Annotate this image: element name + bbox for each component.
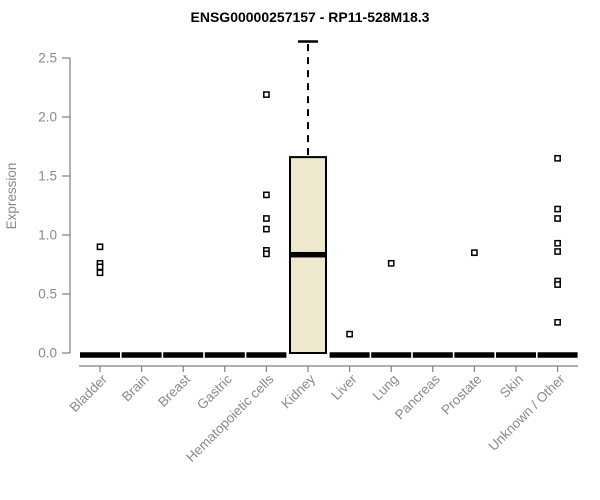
- median-line-bladder: [80, 352, 120, 358]
- plot-area: 0.0 0.5 1.0 1.5 2.0 2.5 Bladder Brain Breast Gast…: [38, 40, 578, 465]
- y-tick-label: 1.0: [38, 228, 57, 243]
- chart-title: ENSG00000257157 - RP11-528M18.3: [191, 9, 430, 25]
- median-line-kidney: [290, 251, 326, 258]
- median-line-liver: [329, 352, 370, 358]
- outlier-point-hematopoietic-cells: [263, 225, 270, 233]
- x-tick-label-bladder: Bladder: [67, 371, 111, 415]
- outlier-point-unknown-other: [554, 248, 561, 255]
- outlier-point-hematopoietic-cells: [263, 91, 270, 98]
- x-tick-label-pancreas: Pancreas: [392, 371, 443, 422]
- x-tick-label-breast: Breast: [155, 371, 193, 409]
- x-tick-label-prostate: Prostate: [438, 372, 484, 418]
- y-axis-label: Expression: [4, 163, 19, 230]
- median-line-hematopoietic-cells: [246, 352, 287, 358]
- y-tick-label: 2.5: [38, 51, 57, 66]
- median-line-skin: [496, 352, 536, 358]
- median-line-prostate: [454, 352, 495, 358]
- outlier-point-unknown-other: [554, 205, 561, 213]
- median-line-gastric: [204, 352, 245, 358]
- y-tick-label: 0.5: [38, 287, 57, 302]
- x-tick-label-skin: Skin: [497, 372, 526, 401]
- x-tick-label-liver: Liver: [328, 371, 360, 403]
- median-line-brain: [121, 352, 162, 358]
- outlier-point-bladder: [96, 269, 104, 277]
- x-tick-label-kidney: Kidney: [278, 371, 318, 411]
- outlier-point-unknown-other: [554, 239, 561, 247]
- outlier-point-bladder: [96, 263, 104, 271]
- x-tick-label-brain: Brain: [119, 372, 152, 405]
- outlier-point-bladder: [96, 243, 104, 251]
- median-line-breast: [163, 352, 204, 358]
- median-line-pancreas: [412, 352, 453, 358]
- median-line-unknown-other: [537, 352, 578, 358]
- outlier-point-lung: [387, 259, 395, 267]
- x-tick-label-unknown-other: Unknown / Other: [485, 371, 568, 454]
- outlier-point-unknown-other: [554, 318, 561, 326]
- outlier-point-unknown-other: [554, 281, 561, 288]
- outlier-point-liver: [346, 330, 353, 338]
- outlier-point-prostate: [471, 249, 478, 257]
- outlier-point-unknown-other: [554, 154, 561, 162]
- outlier-point-hematopoietic-cells: [263, 250, 270, 258]
- outlier-point-hematopoietic-cells: [263, 215, 270, 222]
- outlier-point-hematopoietic-cells: [263, 191, 270, 199]
- y-tick-label: 0.0: [38, 346, 57, 361]
- x-tick-label-gastric: Gastric: [194, 371, 235, 412]
- median-line-lung: [371, 352, 412, 358]
- outlier-point-unknown-other: [554, 215, 561, 222]
- y-tick-label: 1.5: [38, 169, 57, 184]
- y-tick-label: 2.0: [38, 110, 57, 125]
- x-tick-label-lung: Lung: [369, 372, 401, 404]
